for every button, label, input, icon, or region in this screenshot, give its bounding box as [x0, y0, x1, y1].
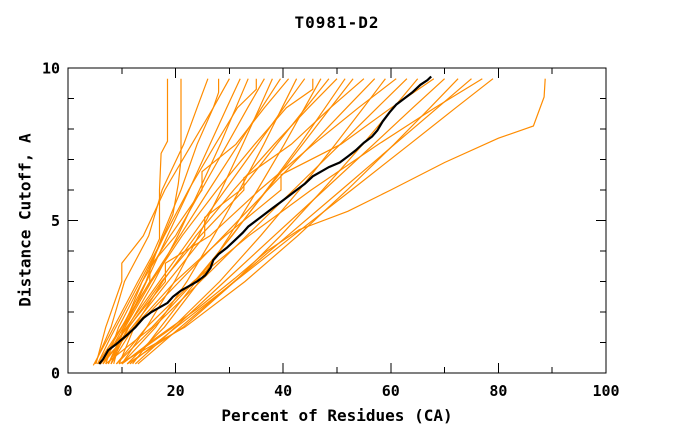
- x-tick-label: 60: [382, 382, 400, 400]
- model-line: [121, 78, 298, 365]
- model-line: [110, 78, 435, 365]
- model-line: [121, 78, 483, 365]
- model-line: [129, 78, 494, 365]
- model-line: [107, 78, 241, 365]
- model-line: [97, 78, 282, 365]
- y-tick-label: 0: [51, 365, 60, 383]
- model-line: [137, 78, 472, 365]
- model-line: [110, 78, 365, 365]
- x-tick-label: 40: [274, 382, 292, 400]
- model-line: [105, 78, 290, 365]
- model-line: [95, 78, 230, 365]
- model-line: [118, 78, 338, 365]
- model-line: [113, 78, 257, 365]
- reference-line: [98, 75, 432, 365]
- model-line: [110, 78, 314, 365]
- model-line: [92, 78, 169, 366]
- y-tick-label: 5: [51, 212, 60, 230]
- y-axis-label: Distance Cutoff, A: [15, 133, 35, 307]
- x-tick-label: 20: [167, 382, 185, 400]
- plot-border: [67, 67, 607, 374]
- y-tick-label: 10: [42, 60, 60, 78]
- x-axis-label: Percent of Residues (CA): [221, 406, 453, 425]
- model-line: [102, 78, 265, 365]
- model-line: [126, 78, 322, 365]
- model-line: [99, 78, 306, 365]
- model-line: [107, 78, 397, 365]
- model-line: [115, 78, 408, 365]
- x-tick-label: 100: [592, 382, 619, 400]
- plot-title: T0981-D2: [294, 13, 380, 32]
- model-line: [94, 78, 209, 365]
- model-line: [134, 78, 446, 365]
- x-tick-label: 0: [63, 382, 72, 400]
- model-line: [132, 78, 354, 365]
- x-tick-label: 80: [489, 382, 507, 400]
- model-line: [121, 78, 546, 365]
